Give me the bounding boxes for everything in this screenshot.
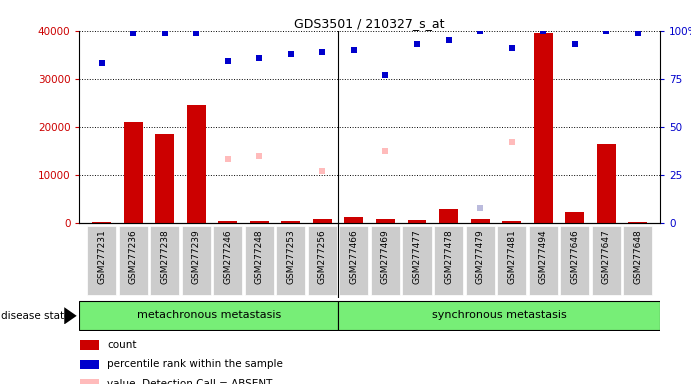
Text: GSM277478: GSM277478 [444, 229, 453, 284]
Bar [439, 209, 458, 223]
Text: GSM277494: GSM277494 [539, 229, 548, 284]
Bar [344, 217, 363, 223]
Bar [597, 144, 616, 223]
FancyBboxPatch shape [338, 301, 660, 330]
Bar [80, 379, 99, 384]
Bar [376, 219, 395, 223]
Text: disease state: disease state [1, 311, 70, 321]
Bar [471, 219, 489, 223]
Text: GSM277466: GSM277466 [350, 229, 359, 284]
Bar [313, 219, 332, 223]
FancyBboxPatch shape [87, 226, 116, 295]
Bar [533, 33, 553, 223]
FancyBboxPatch shape [276, 226, 305, 295]
FancyBboxPatch shape [119, 226, 148, 295]
Text: GSM277239: GSM277239 [191, 229, 200, 284]
FancyBboxPatch shape [339, 226, 368, 295]
FancyBboxPatch shape [529, 226, 558, 295]
FancyBboxPatch shape [79, 301, 338, 330]
Text: synchronous metastasis: synchronous metastasis [432, 310, 567, 320]
Text: GSM277647: GSM277647 [602, 229, 611, 284]
FancyBboxPatch shape [182, 226, 211, 295]
FancyBboxPatch shape [402, 226, 431, 295]
Bar [281, 221, 301, 223]
Text: GSM277231: GSM277231 [97, 229, 106, 284]
Bar [250, 221, 269, 223]
FancyBboxPatch shape [591, 226, 621, 295]
Text: count: count [107, 340, 137, 350]
FancyBboxPatch shape [466, 226, 495, 295]
Text: metachronous metastasis: metachronous metastasis [137, 310, 281, 320]
Text: GSM277236: GSM277236 [129, 229, 138, 284]
Text: value, Detection Call = ABSENT: value, Detection Call = ABSENT [107, 379, 273, 384]
FancyBboxPatch shape [214, 226, 243, 295]
Text: GSM277481: GSM277481 [507, 229, 516, 284]
Text: GSM277479: GSM277479 [475, 229, 484, 284]
FancyBboxPatch shape [245, 226, 274, 295]
FancyBboxPatch shape [150, 226, 179, 295]
Bar [80, 359, 99, 369]
FancyBboxPatch shape [308, 226, 337, 295]
Bar [218, 221, 237, 223]
FancyBboxPatch shape [560, 226, 589, 295]
FancyBboxPatch shape [371, 226, 400, 295]
Bar [155, 134, 174, 223]
FancyBboxPatch shape [497, 226, 526, 295]
Text: GSM277469: GSM277469 [381, 229, 390, 284]
Polygon shape [64, 307, 77, 324]
FancyBboxPatch shape [623, 226, 652, 295]
Text: GSM277238: GSM277238 [160, 229, 169, 284]
Bar [92, 222, 111, 223]
Bar [408, 220, 426, 223]
Bar [187, 105, 206, 223]
Bar [628, 222, 647, 223]
Text: GSM277256: GSM277256 [318, 229, 327, 284]
Title: GDS3501 / 210327_s_at: GDS3501 / 210327_s_at [294, 17, 445, 30]
Text: GSM277248: GSM277248 [255, 229, 264, 284]
Bar [80, 340, 99, 350]
Bar [124, 122, 142, 223]
Text: percentile rank within the sample: percentile rank within the sample [107, 359, 283, 369]
FancyBboxPatch shape [434, 226, 463, 295]
Text: GSM277246: GSM277246 [223, 229, 232, 284]
Text: GSM277477: GSM277477 [413, 229, 422, 284]
Bar [502, 221, 521, 223]
Text: GSM277648: GSM277648 [634, 229, 643, 284]
Bar [565, 212, 584, 223]
Text: GSM277646: GSM277646 [570, 229, 579, 284]
Text: GSM277253: GSM277253 [286, 229, 295, 284]
